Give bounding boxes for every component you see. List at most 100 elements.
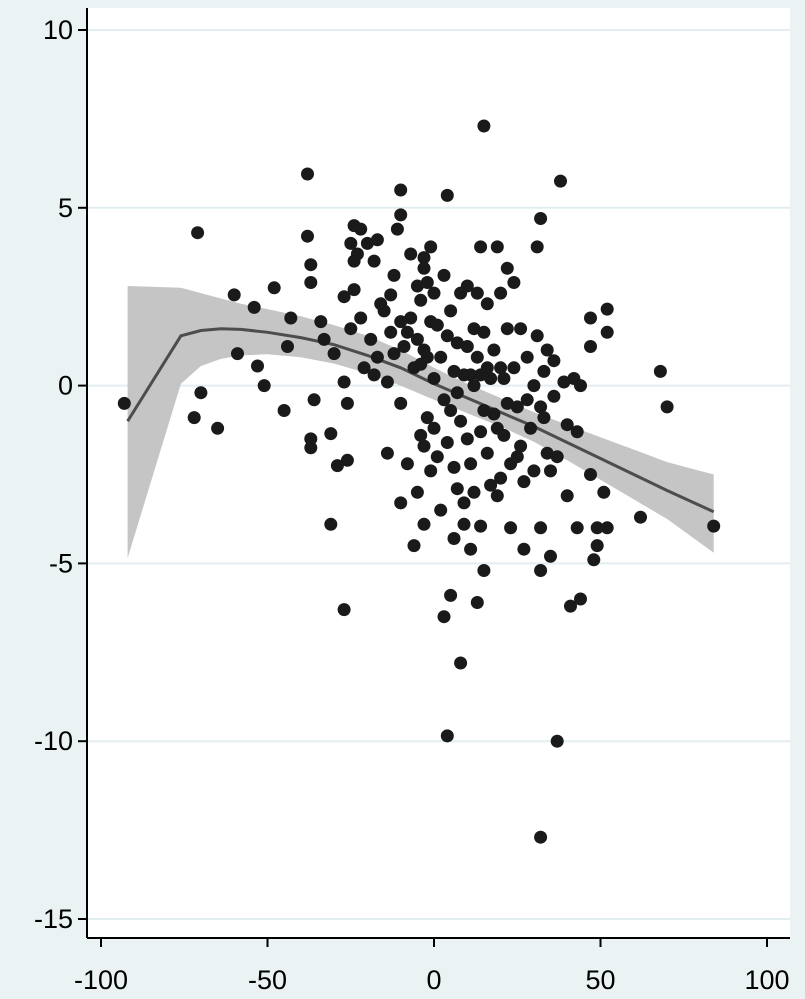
data-point [584,340,597,353]
data-point [484,478,498,492]
data-point [474,240,488,254]
data-point [547,354,561,368]
x-tick-label: -100 [74,965,128,995]
x-tick-label: -50 [248,965,287,995]
data-point [420,411,434,425]
data-point [600,325,614,339]
data-point [417,439,431,453]
data-point [537,411,551,425]
data-point [330,459,344,473]
data-point [494,286,508,300]
data-point [527,464,541,478]
data-point [357,361,371,375]
data-point [324,517,338,531]
data-point [464,368,478,382]
data-point [360,236,374,250]
data-point [564,599,577,613]
data-point [534,564,548,577]
y-tick-label: -10 [34,726,73,756]
data-point [517,542,531,556]
data-point [410,485,424,499]
data-point [307,393,321,407]
data-point [324,427,338,441]
data-point [410,332,424,346]
data-point [427,372,441,385]
data-point [380,446,394,460]
confidence-band [127,286,714,559]
y-ticks: 10 5 0 -5 -10 -15 [34,15,87,934]
data-point [560,418,574,432]
data-point [437,610,451,624]
data-point [387,268,401,282]
fit-line [126,327,715,514]
data-point [600,521,614,535]
y-tick-label: -5 [49,548,73,578]
data-point [440,436,454,449]
data-point [354,222,368,236]
data-point [304,432,318,446]
data-point [387,347,401,361]
data-point [584,468,597,481]
data-point [227,288,241,302]
data-point [557,375,571,389]
data-point [527,379,541,393]
data-point [467,322,481,336]
data-point [317,332,331,346]
data-point [534,830,548,844]
data-point [304,441,318,455]
data-point [470,286,484,300]
data-point [457,496,471,510]
data-point [267,281,281,295]
data-point [477,119,491,133]
data-point [530,329,544,343]
data-point [487,343,501,357]
data-point [544,464,557,478]
data-point [537,364,551,378]
data-point [440,729,454,743]
data-point [410,279,424,293]
data-point [497,428,511,442]
data-point [444,404,458,417]
data-point [354,311,368,325]
data-point [510,400,524,414]
data-point [460,340,474,353]
data-point [407,539,421,553]
confidence-band-area [127,286,714,559]
data-point [464,542,478,556]
data-point [560,489,574,503]
data-point [364,332,378,346]
data-point [344,236,358,250]
data-point [590,521,604,535]
fit-line-path [126,327,715,514]
data-point [394,183,408,197]
data-point [397,340,411,353]
data-point [474,425,488,439]
data-point [480,297,494,311]
y-tick-label: 0 [58,371,73,401]
data-point [514,439,528,453]
data-point [314,315,328,329]
data-point [447,364,461,378]
data-point [417,517,431,531]
data-point [370,233,384,247]
data-point [550,734,564,748]
x-tick-label: 50 [585,965,615,995]
data-point [494,471,508,485]
data-point [301,229,314,243]
data-point [597,485,611,499]
data-point [420,276,434,289]
axes [86,8,790,939]
data-point [444,304,458,318]
data-point [570,425,584,439]
data-point [454,414,468,428]
data-point [534,212,548,225]
data-point [367,254,381,268]
data-point [257,379,271,393]
data-point [394,208,408,222]
data-point [304,276,318,289]
data-point [251,359,264,373]
data-point [337,603,351,617]
data-point [394,315,408,329]
data-point [540,446,554,460]
